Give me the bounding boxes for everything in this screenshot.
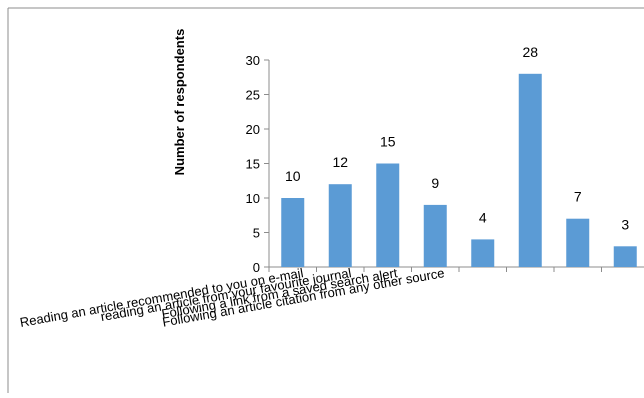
y-tick-label: 20 — [246, 122, 260, 137]
bar — [471, 239, 495, 267]
bar — [281, 198, 305, 267]
bar — [518, 73, 542, 267]
y-axis-title: Number of respondents — [172, 29, 187, 176]
bar-value-label: 7 — [574, 189, 582, 205]
y-tick-label: 0 — [253, 260, 260, 275]
bar-value-label: 9 — [431, 175, 439, 191]
bar — [566, 218, 590, 267]
y-tick-label: 10 — [246, 191, 260, 206]
bar-value-label: 3 — [621, 216, 629, 232]
bar — [613, 246, 637, 267]
bar-value-label: 15 — [380, 134, 396, 150]
bar — [328, 184, 352, 267]
y-tick-label: 25 — [246, 88, 260, 103]
bar-value-label: 12 — [332, 154, 348, 170]
y-tick-label: 5 — [253, 226, 260, 241]
bar-value-label: 28 — [522, 44, 538, 60]
y-tick-label: 30 — [246, 53, 260, 68]
y-tick-label: 15 — [246, 157, 260, 172]
bar — [423, 204, 447, 267]
bar-value-label: 10 — [285, 168, 301, 184]
bar-value-label: 4 — [479, 209, 487, 225]
bar — [376, 163, 400, 267]
